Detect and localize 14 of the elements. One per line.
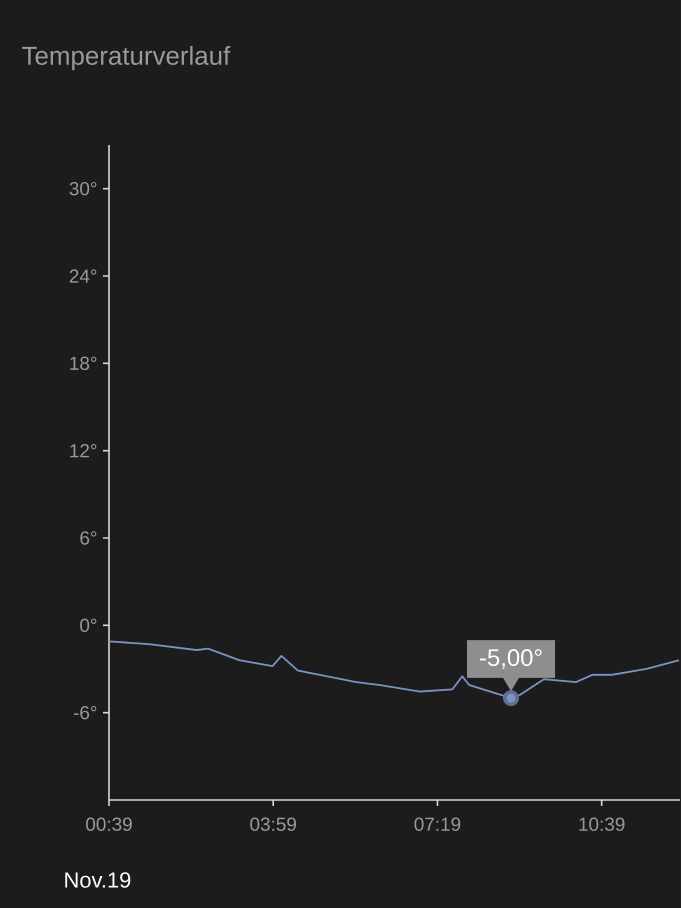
y-tick-label: 0° xyxy=(80,618,96,632)
chart-title: Temperaturverlauf xyxy=(22,46,230,70)
text: Nov.19 xyxy=(65,872,130,888)
x-tick-label: 10:39 xyxy=(579,818,624,831)
y-tick-label: 6° xyxy=(80,531,96,545)
y-tick-label: 12° xyxy=(70,444,96,458)
y-tick-label: 30° xyxy=(70,182,96,196)
x-tick-label: 00:39 xyxy=(86,818,132,831)
y-tick-label: 18° xyxy=(70,356,96,370)
x-tick-label: 03:59 xyxy=(250,818,296,831)
y-tick-label: -6° xyxy=(74,706,96,720)
annotation: -5,00° xyxy=(480,649,542,669)
y-tick-label: 24° xyxy=(70,269,96,283)
x-tick-label: 07:19 xyxy=(414,818,460,831)
